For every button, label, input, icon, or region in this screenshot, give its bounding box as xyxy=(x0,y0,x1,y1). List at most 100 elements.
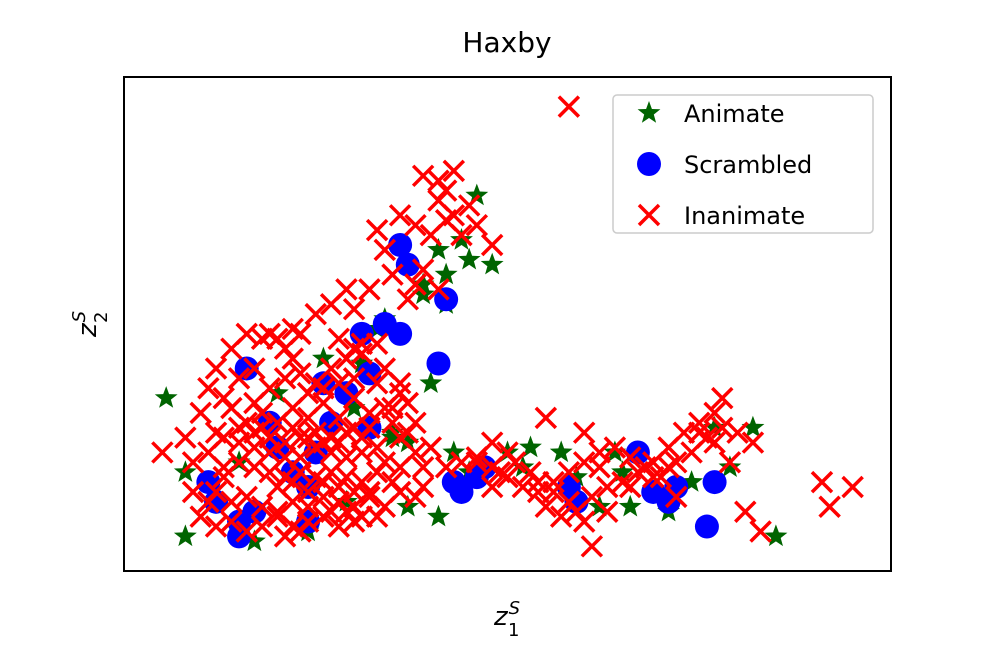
inanimate-point xyxy=(657,456,680,479)
inanimate-point xyxy=(572,510,596,533)
animate-point xyxy=(565,465,588,487)
y-axis-label: zS2 xyxy=(69,311,112,338)
inanimate-point xyxy=(250,515,274,538)
inanimate-point xyxy=(189,401,212,425)
scrambled-point xyxy=(372,312,397,336)
inanimate-point xyxy=(220,337,243,360)
inanimate-point xyxy=(204,515,228,538)
inanimate-point xyxy=(227,431,251,454)
inanimate-point xyxy=(457,194,481,217)
inanimate-point xyxy=(358,485,381,509)
inanimate-point xyxy=(526,470,550,494)
animate-point xyxy=(764,524,788,547)
inanimate-point xyxy=(534,406,558,430)
inanimate-point xyxy=(296,426,320,449)
animate-point xyxy=(480,252,504,275)
inanimate-point xyxy=(281,470,304,494)
inanimate-point xyxy=(588,456,611,479)
animate-point xyxy=(603,440,627,463)
animate-point xyxy=(154,386,178,408)
inanimate-point xyxy=(319,357,343,380)
inanimate-point xyxy=(718,451,742,474)
inanimate-point xyxy=(388,480,412,504)
inanimate-point xyxy=(289,362,312,385)
inanimate-point xyxy=(427,278,450,301)
inanimate-point xyxy=(618,446,642,469)
inanimate-point xyxy=(741,431,765,454)
animate-point xyxy=(442,440,466,463)
inanimate-point xyxy=(181,451,205,474)
animate-point xyxy=(350,351,374,374)
y-axis-label-base: z xyxy=(73,322,103,338)
scrambled-point xyxy=(395,252,420,277)
chart-title: Haxby xyxy=(462,26,551,59)
inanimate-point xyxy=(358,278,381,301)
scrambled-point xyxy=(702,470,727,495)
inanimate-point xyxy=(373,451,397,474)
inanimate-point xyxy=(665,485,688,509)
inanimate-point xyxy=(688,411,711,435)
legend-marker-animate xyxy=(637,101,661,123)
inanimate-point xyxy=(411,258,435,281)
inanimate-point xyxy=(749,520,772,543)
animate-point xyxy=(741,415,765,438)
inanimate-point xyxy=(396,288,420,311)
inanimate-point xyxy=(250,416,274,439)
inanimate-point xyxy=(381,396,404,420)
inanimate-point xyxy=(572,421,596,444)
inanimate-point xyxy=(726,421,749,444)
inanimate-point xyxy=(549,505,573,528)
inanimate-point xyxy=(250,327,274,351)
inanimate-point xyxy=(243,391,266,415)
inanimate-point xyxy=(434,209,458,232)
inanimate-point xyxy=(442,159,466,183)
inanimate-point xyxy=(235,485,258,509)
legend: Animate Scrambled Inanimate xyxy=(612,94,874,234)
inanimate-point xyxy=(734,500,757,523)
inanimate-point xyxy=(266,475,289,499)
inanimate-point xyxy=(327,406,350,430)
inanimate-point xyxy=(273,525,297,548)
inanimate-point xyxy=(327,515,350,538)
legend-marker-inanimate xyxy=(637,203,661,227)
x-axis-label-sup: S xyxy=(509,598,520,619)
inanimate-point xyxy=(711,386,734,410)
inanimate-point xyxy=(212,456,235,479)
inanimate-point xyxy=(197,490,220,514)
inanimate-point xyxy=(404,273,427,296)
inanimate-point xyxy=(281,347,304,370)
inanimate-point xyxy=(388,204,412,227)
inanimate-point xyxy=(312,470,335,494)
inanimate-point xyxy=(618,475,642,499)
inanimate-point xyxy=(641,465,665,489)
x-axis-label-base: z xyxy=(493,602,509,632)
inanimate-point xyxy=(480,233,504,257)
animate-point xyxy=(342,396,366,418)
animate-point xyxy=(703,415,726,438)
animate-point xyxy=(718,455,742,477)
animate-point xyxy=(519,435,542,458)
inanimate-point xyxy=(273,367,297,390)
inanimate-point xyxy=(342,337,366,360)
animate-point xyxy=(396,430,420,453)
inanimate-point xyxy=(327,327,350,351)
inanimate-point xyxy=(572,451,596,474)
inanimate-point xyxy=(404,411,427,435)
inanimate-point xyxy=(411,164,435,188)
animate-point xyxy=(450,228,473,250)
inanimate-point xyxy=(174,426,197,449)
y-axis-label-sub: 2 xyxy=(91,312,112,323)
inanimate-point xyxy=(296,480,320,504)
inanimate-point xyxy=(212,426,235,449)
inanimate-point xyxy=(580,535,604,558)
inanimate-point xyxy=(243,436,266,459)
legend-box xyxy=(612,94,874,234)
inanimate-point xyxy=(557,490,581,514)
animate-point xyxy=(549,440,573,463)
animate-point xyxy=(680,470,703,492)
inanimate-point xyxy=(810,470,834,494)
inanimate-point xyxy=(304,302,327,326)
animate-point xyxy=(419,371,443,393)
inanimate-point xyxy=(151,441,174,464)
